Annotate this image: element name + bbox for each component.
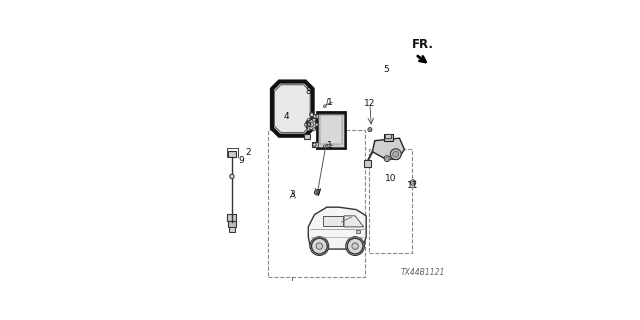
Bar xyxy=(320,115,342,144)
Text: TX44B1121: TX44B1121 xyxy=(401,268,445,277)
Bar xyxy=(312,114,318,118)
Circle shape xyxy=(310,113,314,117)
Circle shape xyxy=(352,243,358,249)
Circle shape xyxy=(312,118,316,121)
Circle shape xyxy=(384,156,390,162)
Text: 12: 12 xyxy=(364,99,376,108)
Text: 1: 1 xyxy=(327,141,333,150)
Bar xyxy=(318,114,344,147)
Bar xyxy=(228,151,236,157)
Circle shape xyxy=(390,149,401,160)
Circle shape xyxy=(310,237,329,255)
Polygon shape xyxy=(272,82,312,136)
Circle shape xyxy=(312,238,327,254)
Polygon shape xyxy=(323,216,343,227)
Circle shape xyxy=(305,123,307,126)
Circle shape xyxy=(324,145,326,148)
Circle shape xyxy=(313,143,316,146)
Bar xyxy=(227,214,236,221)
Circle shape xyxy=(308,122,314,127)
Circle shape xyxy=(386,157,388,160)
Circle shape xyxy=(306,119,317,130)
Bar xyxy=(229,227,235,232)
Circle shape xyxy=(316,191,318,194)
Polygon shape xyxy=(372,138,404,159)
Bar xyxy=(369,149,412,253)
Text: 1: 1 xyxy=(327,98,333,107)
Text: 4: 4 xyxy=(284,111,289,121)
Bar xyxy=(304,134,310,139)
Polygon shape xyxy=(308,207,366,249)
Text: 7: 7 xyxy=(316,189,321,198)
Bar xyxy=(268,130,365,277)
Bar xyxy=(312,142,318,147)
Circle shape xyxy=(348,238,363,254)
Circle shape xyxy=(230,174,234,179)
Circle shape xyxy=(315,123,318,126)
Text: 8: 8 xyxy=(305,87,310,96)
Circle shape xyxy=(410,180,416,185)
Text: 11: 11 xyxy=(407,180,419,189)
Text: 6: 6 xyxy=(305,120,310,129)
Circle shape xyxy=(314,190,319,195)
Text: 5: 5 xyxy=(384,65,390,74)
FancyArrowPatch shape xyxy=(418,56,426,62)
Circle shape xyxy=(368,128,372,132)
Text: FR.: FR. xyxy=(412,38,434,52)
Text: 10: 10 xyxy=(385,174,397,183)
Circle shape xyxy=(312,128,316,131)
Polygon shape xyxy=(275,85,310,132)
Text: 3: 3 xyxy=(289,190,295,199)
Circle shape xyxy=(313,115,316,118)
Bar xyxy=(356,230,360,233)
Bar xyxy=(384,134,393,141)
Circle shape xyxy=(316,243,323,249)
Circle shape xyxy=(307,128,310,131)
Circle shape xyxy=(412,181,414,184)
Bar xyxy=(317,112,345,148)
Polygon shape xyxy=(344,216,364,227)
Bar xyxy=(385,134,391,138)
Circle shape xyxy=(307,118,310,121)
Text: 9: 9 xyxy=(238,156,244,165)
Text: 2: 2 xyxy=(245,148,251,157)
Circle shape xyxy=(324,105,326,108)
Bar xyxy=(228,221,236,227)
Bar xyxy=(364,160,371,166)
Circle shape xyxy=(346,237,364,255)
Circle shape xyxy=(393,151,399,157)
